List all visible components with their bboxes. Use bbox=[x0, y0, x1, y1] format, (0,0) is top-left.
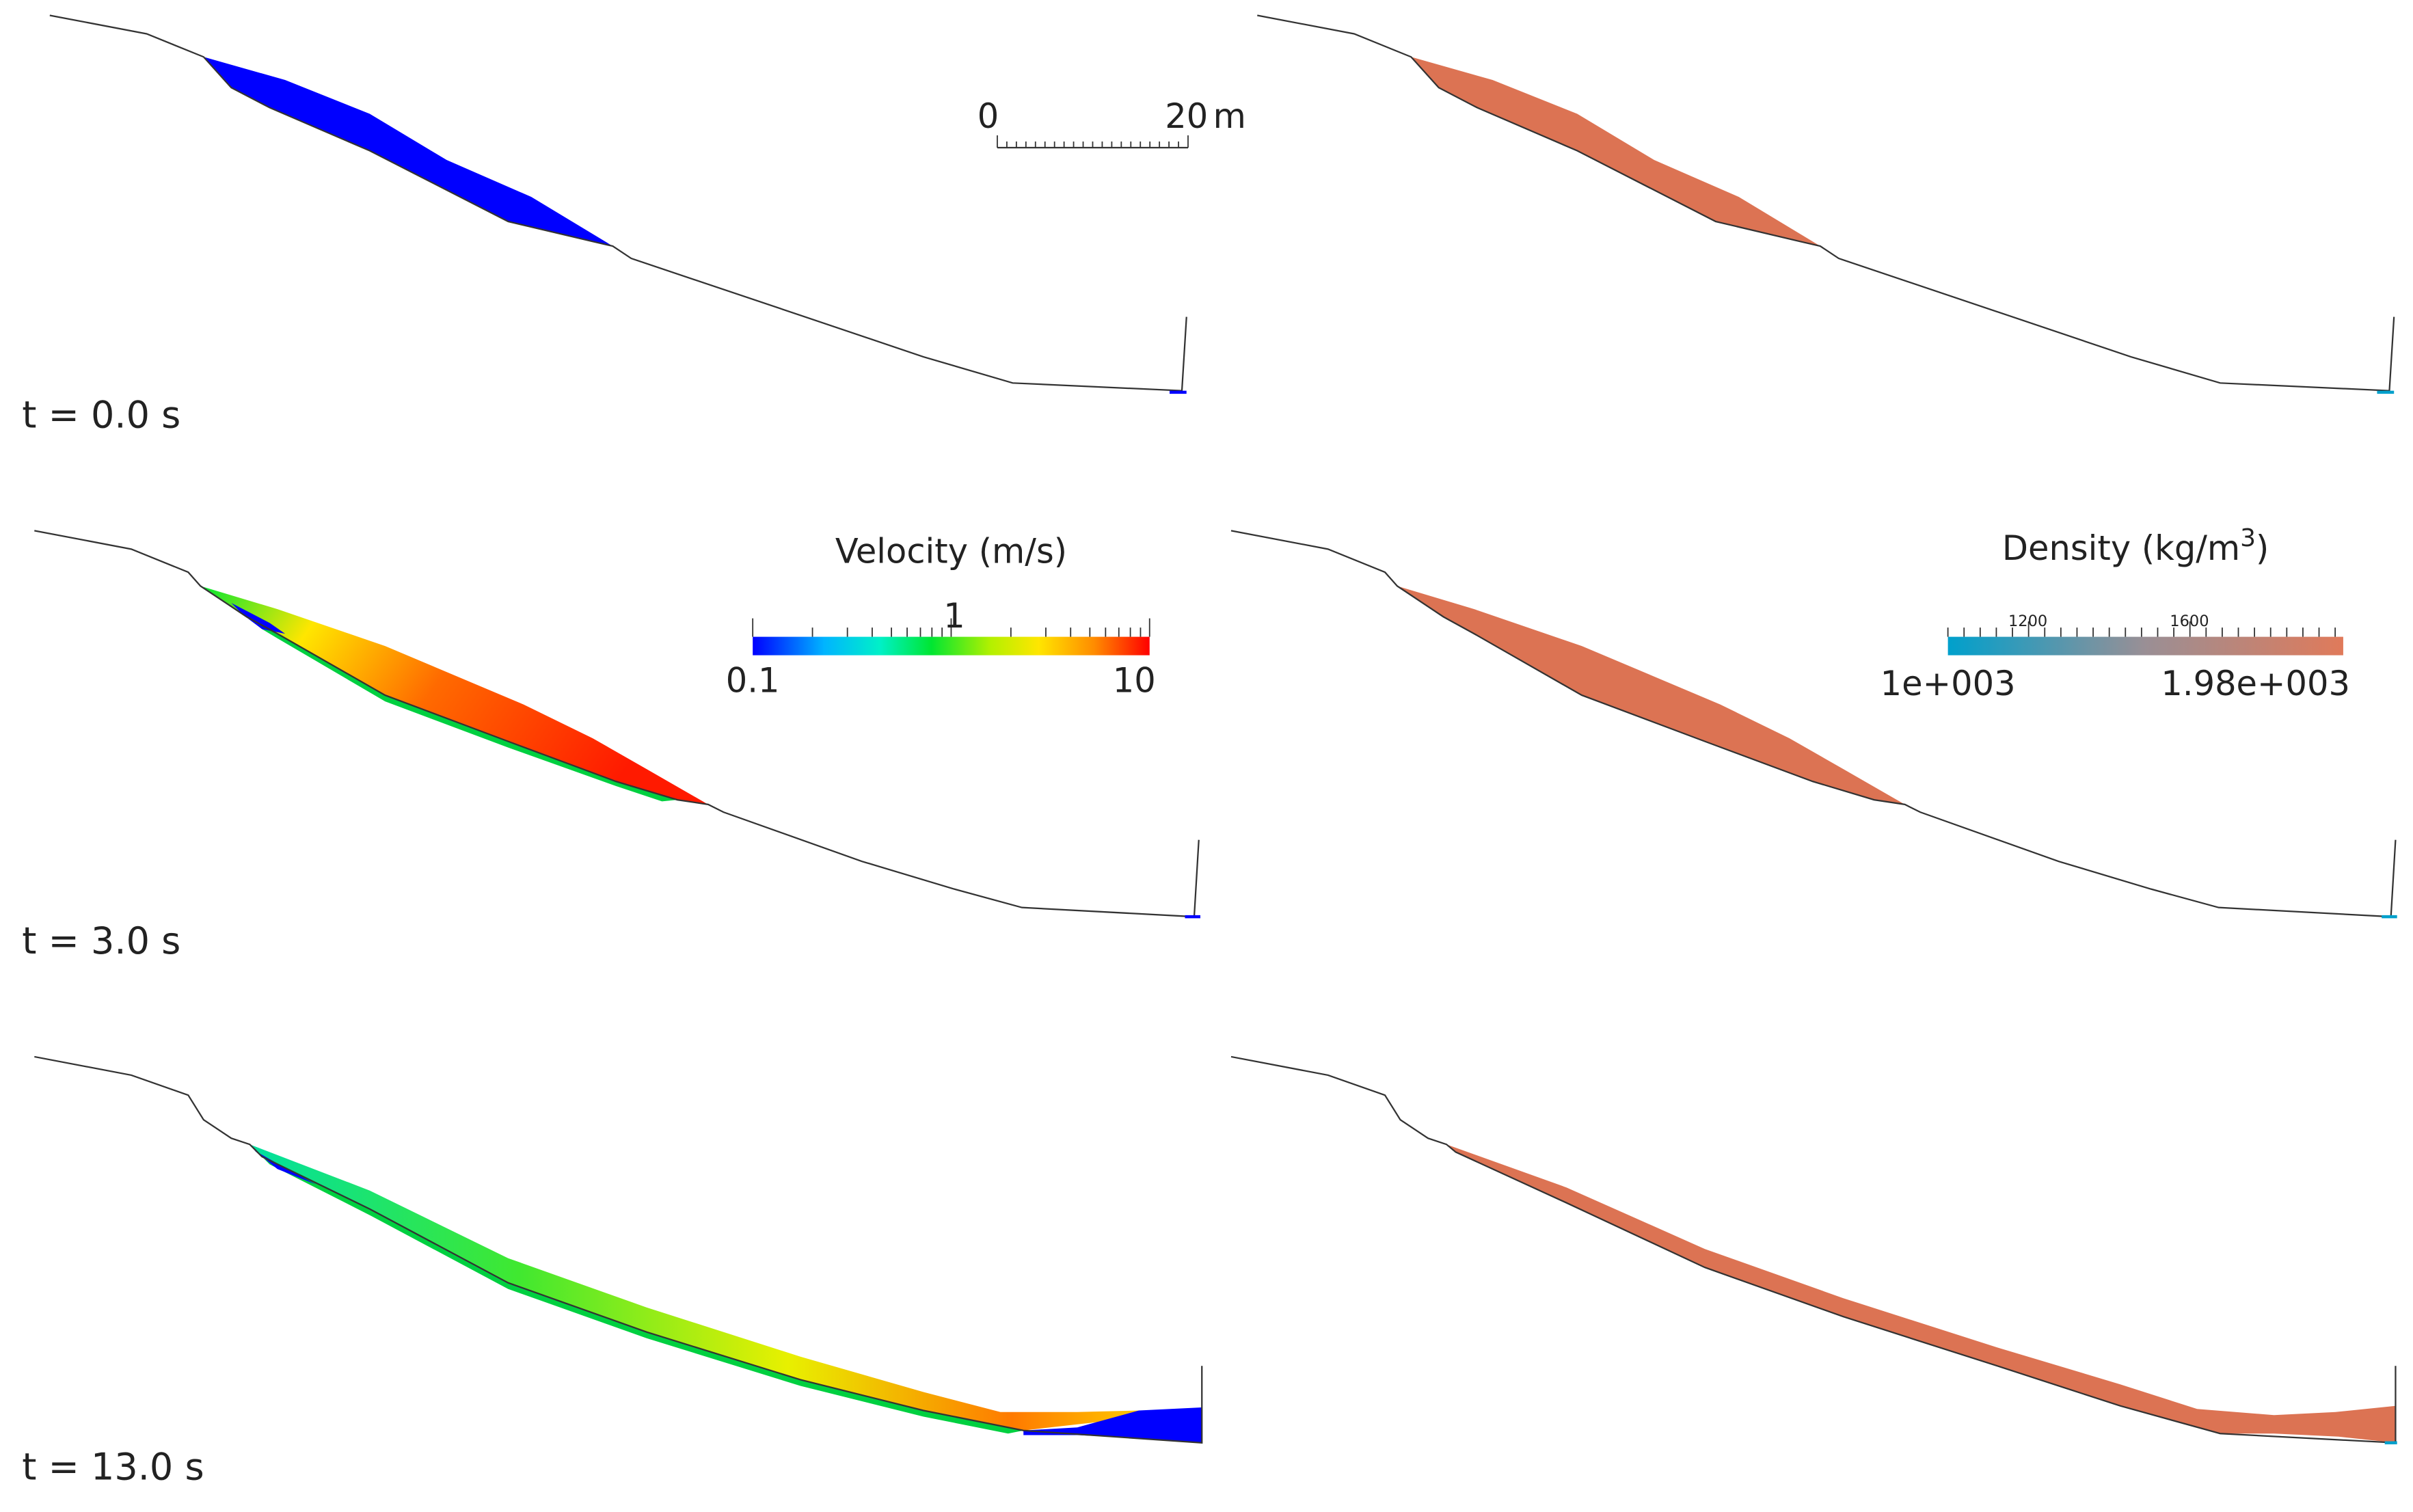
panel-velocity-t3 bbox=[34, 530, 1200, 919]
density-legend-min-label: 1e+003 bbox=[1880, 664, 2016, 703]
time-label-1: t = 3.0 s bbox=[22, 919, 180, 962]
density-legend-title-end: ) bbox=[2256, 528, 2269, 568]
velocity-legend-max-label: 10 bbox=[1113, 661, 1156, 701]
density-legend-max-label: 1.98e+003 bbox=[2161, 664, 2350, 703]
density-legend-minor-label-1600: 1600 bbox=[2170, 612, 2209, 630]
scale-bar: 0 20 m bbox=[978, 96, 1246, 149]
time-label-0: t = 0.0 s bbox=[22, 394, 180, 437]
scale-bar-end-label: 20 bbox=[1165, 96, 1208, 136]
terrain-profile-density-t0 bbox=[1257, 14, 2395, 392]
velocity-colorbar bbox=[753, 636, 1150, 656]
velocity-colorbar-ticks bbox=[752, 618, 1150, 637]
density-legend-title-sup: 3 bbox=[2240, 524, 2256, 552]
density-legend-title-text: Density (kg/m bbox=[2002, 528, 2240, 568]
terrain-profile-density-t13 bbox=[1230, 1055, 2397, 1444]
terrain-profile-t3 bbox=[34, 530, 1200, 918]
velocity-deposit-t0 bbox=[203, 57, 613, 247]
density-legend-title: Density (kg/m3) bbox=[2002, 524, 2269, 568]
density-legend: Density (kg/m3) 1200 1600 1e+003 1.98e+0… bbox=[1880, 524, 2350, 703]
velocity-legend: Velocity (m/s) 1 0.1 10 bbox=[726, 532, 1156, 701]
terrain-profile-density-t3 bbox=[1230, 530, 2397, 918]
density-deposit-t0 bbox=[1411, 57, 1820, 247]
velocity-legend-title: Velocity (m/s) bbox=[835, 532, 1067, 571]
panel-density-t3 bbox=[1230, 530, 2397, 919]
density-colorbar-ticks bbox=[1947, 621, 2336, 637]
time-label-2: t = 13.0 s bbox=[22, 1446, 204, 1489]
scale-bar-start-label: 0 bbox=[978, 96, 999, 136]
panel-density-t13 bbox=[1230, 1055, 2397, 1444]
density-legend-minor-label-1200: 1200 bbox=[2008, 612, 2047, 630]
velocity-legend-mid-label: 1 bbox=[943, 596, 965, 636]
density-colorbar bbox=[1947, 636, 2343, 656]
density-deposit-t3 bbox=[1397, 586, 1905, 805]
velocity-flow-t13 bbox=[250, 1144, 1147, 1431]
scale-bar-unit-label: m bbox=[1213, 96, 1246, 136]
density-deposit-t13 bbox=[1446, 1144, 2396, 1443]
terrain-profile-t13 bbox=[34, 1055, 1203, 1444]
panel-velocity-t0 bbox=[49, 14, 1187, 394]
velocity-flow-t3 bbox=[200, 586, 708, 805]
velocity-flow-t3-tail bbox=[231, 603, 286, 634]
scale-bar-ticks bbox=[997, 135, 1189, 148]
terrain-profile-t0 bbox=[49, 14, 1187, 392]
velocity-legend-min-label: 0.1 bbox=[726, 661, 780, 701]
panel-density-t0 bbox=[1257, 14, 2395, 394]
panel-velocity-t13 bbox=[34, 1055, 1203, 1444]
